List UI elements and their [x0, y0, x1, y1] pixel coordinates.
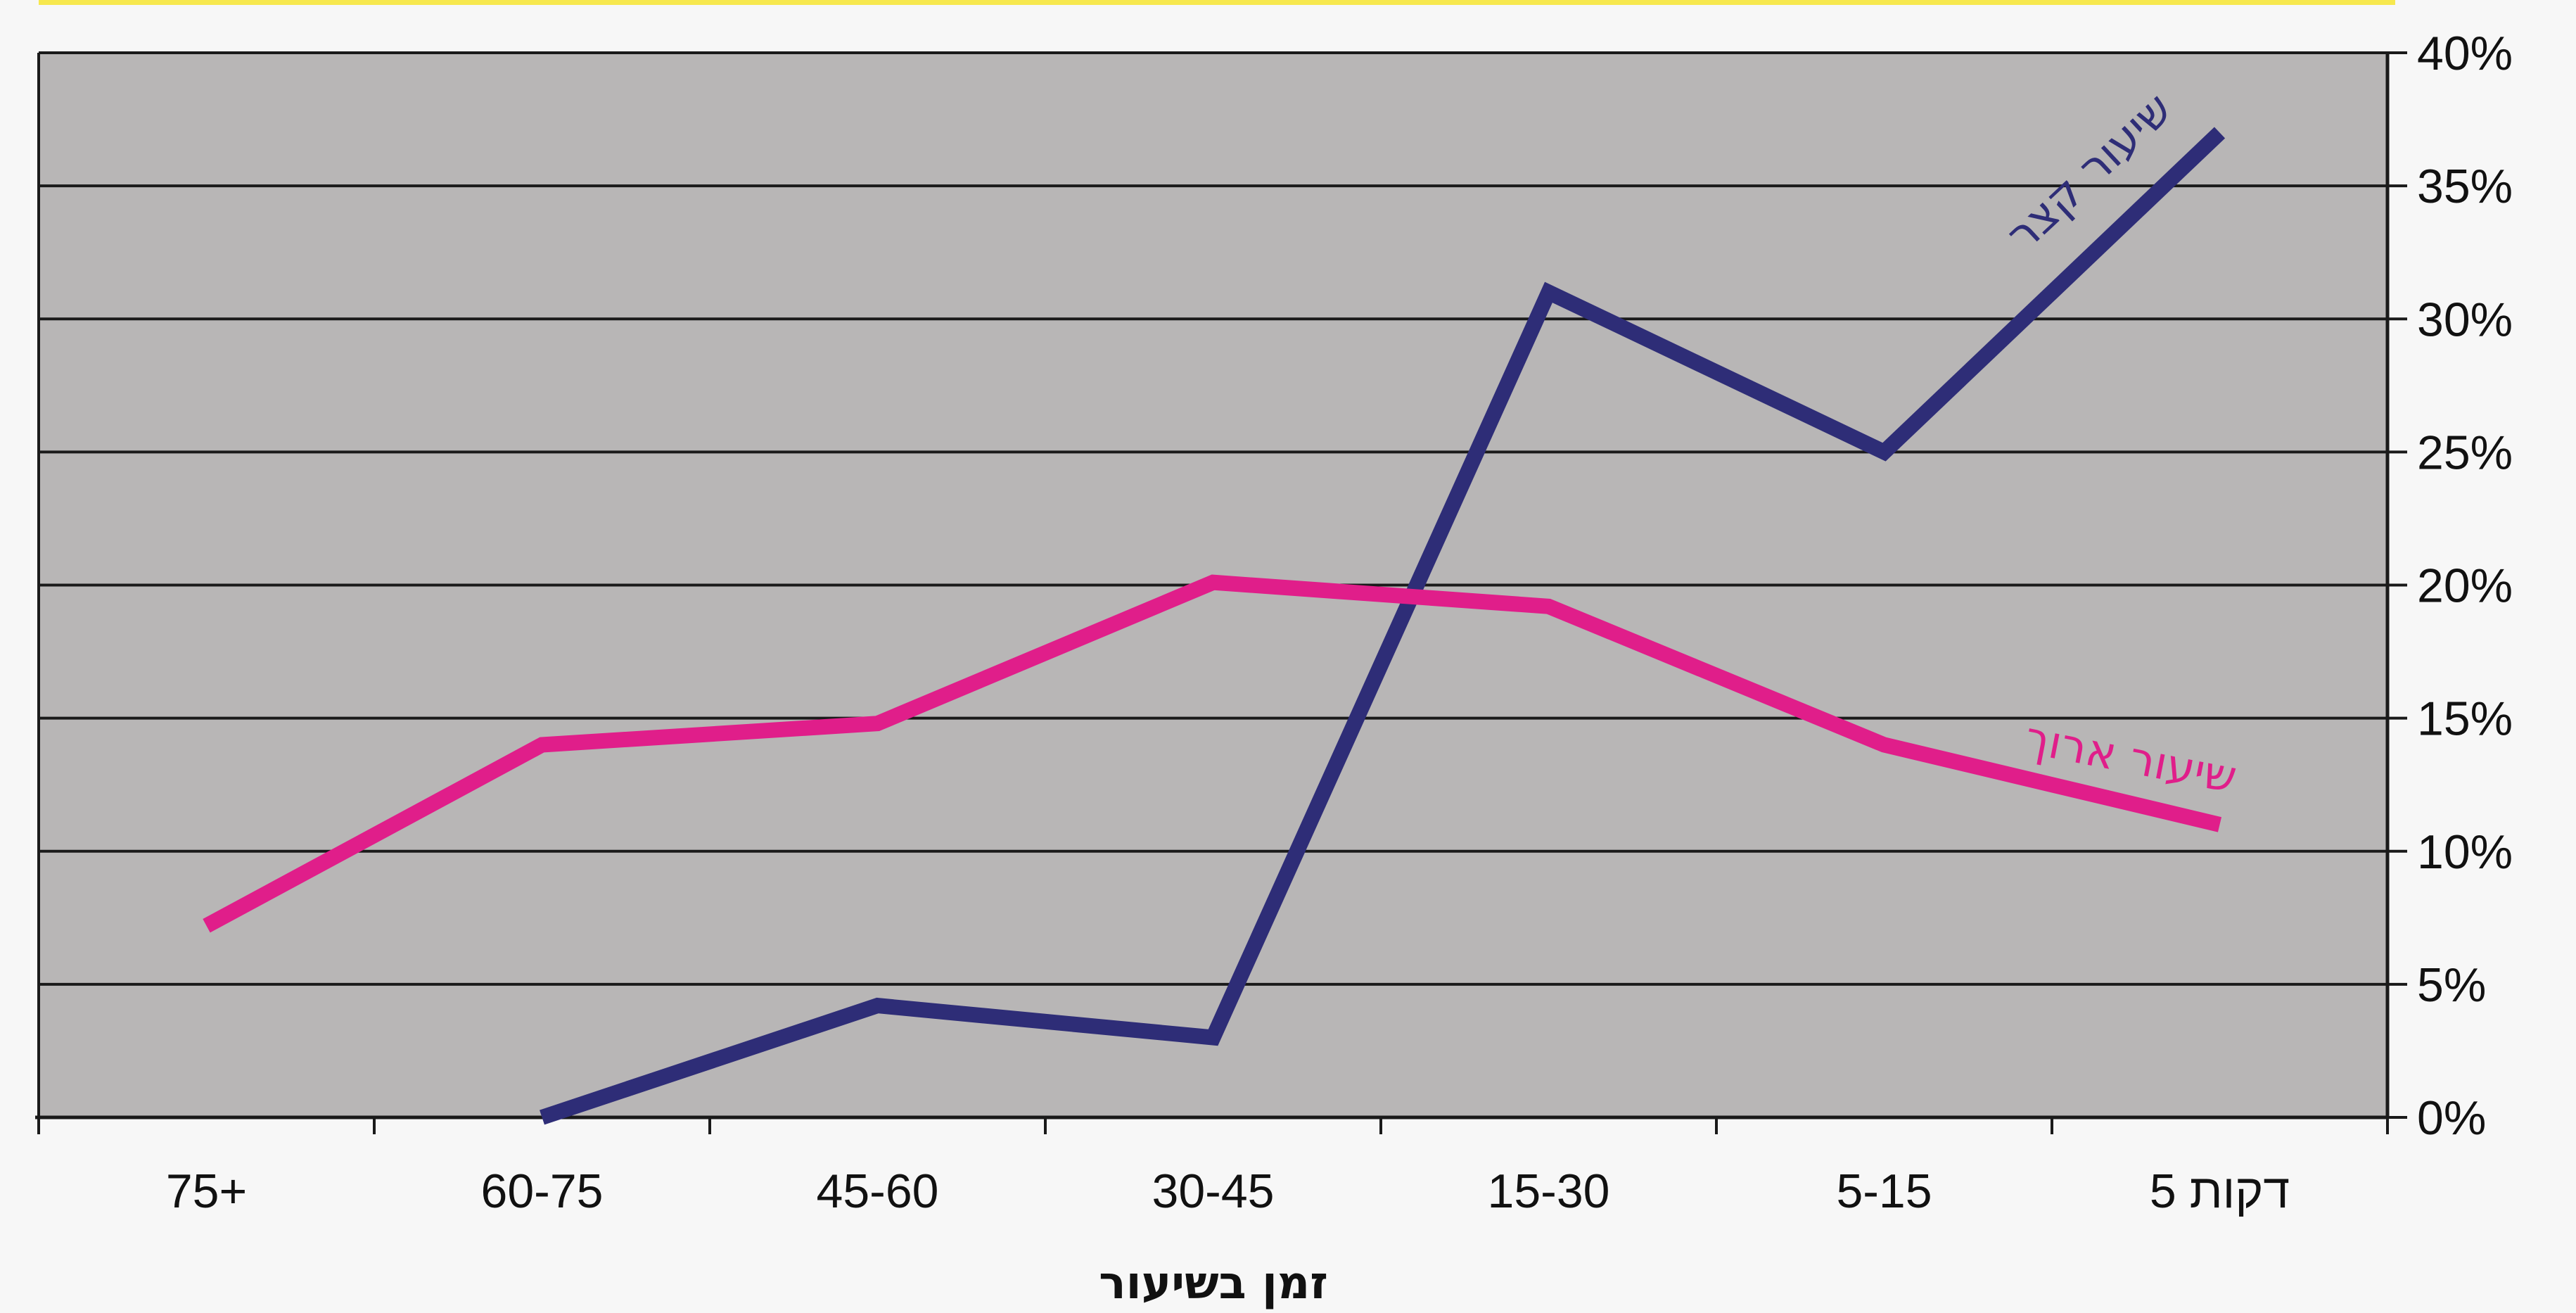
x-tick-label: 45-60	[817, 1165, 939, 1218]
y-tick-label: 10%	[2417, 825, 2513, 879]
x-axis-title: זמן בשיעור	[1099, 1257, 1328, 1309]
x-tick-label: 75+	[166, 1165, 247, 1218]
x-tick-label: 30-45	[1152, 1165, 1275, 1218]
y-tick-label: 20%	[2417, 559, 2513, 613]
y-tick-label: 30%	[2417, 293, 2513, 346]
series-lines	[203, 127, 2226, 1125]
y-tick-label: 40%	[2417, 27, 2513, 80]
y-tick-label: 5%	[2417, 958, 2486, 1012]
x-axis-ticks: דקות 5 5-15 15-30 30-45 45-60 60-75 75+	[37, 1117, 2389, 1218]
series-line-0	[540, 127, 2226, 1125]
y-tick-label: 25%	[2417, 426, 2513, 479]
series-line-1	[203, 574, 2222, 933]
x-tick-label: 60-75	[481, 1165, 604, 1218]
y-tick-label: 15%	[2417, 692, 2513, 746]
x-tick-label: 5-15	[1836, 1165, 1932, 1218]
y-tick-label: 35%	[2417, 160, 2513, 213]
x-tick-label: דקות 5	[2150, 1165, 2290, 1218]
y-tick-label: 0%	[2417, 1091, 2486, 1145]
top-banner	[39, 0, 2395, 5]
y-axis-ticks: 0% 5% 10% 15% 20% 25% 30% 35% 40%	[2387, 27, 2513, 1145]
x-tick-label: 15-30	[1488, 1165, 1610, 1218]
